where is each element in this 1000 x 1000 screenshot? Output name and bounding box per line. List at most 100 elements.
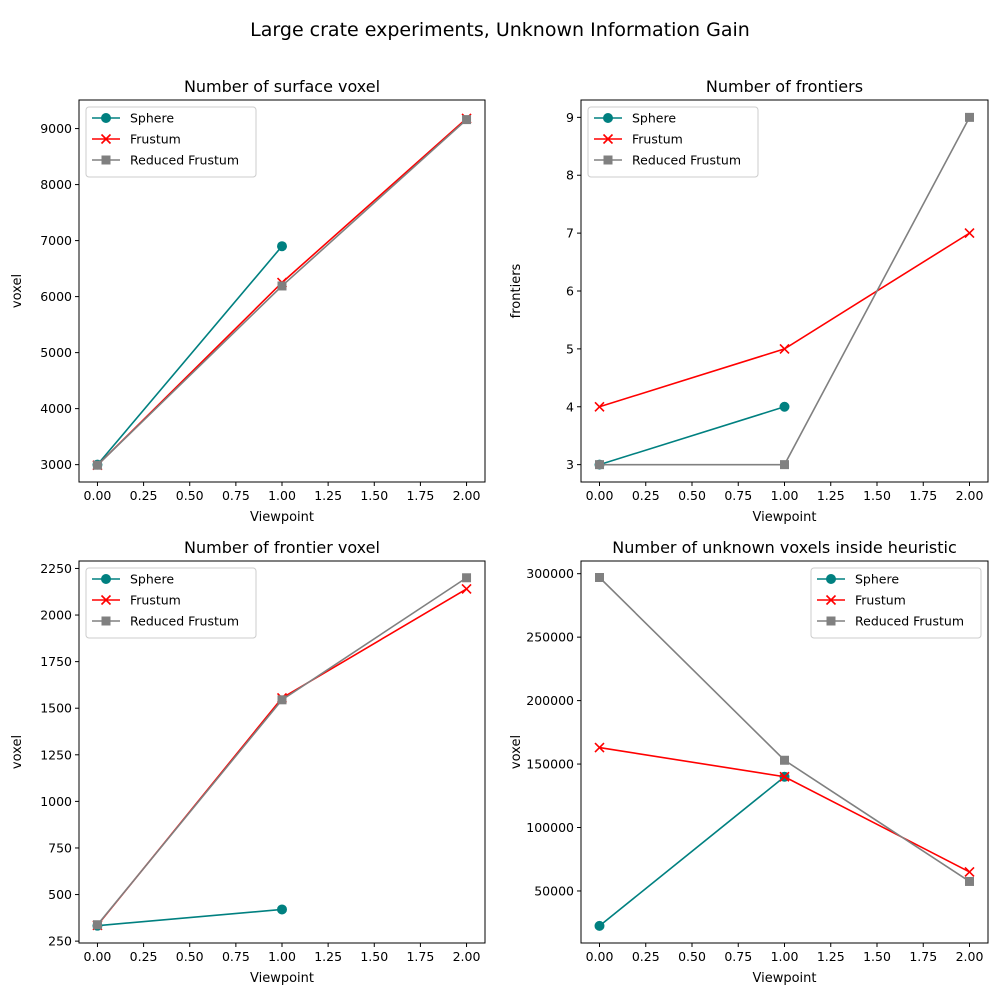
x-tick-label: 0.50	[678, 488, 706, 503]
legend-label-reduced-frustum: Reduced Frustum	[130, 614, 239, 629]
x-tick-label: 2.00	[956, 488, 984, 503]
y-tick-label: 8000	[40, 177, 72, 192]
y-tick-label: 1750	[40, 654, 72, 669]
data-point-frustum	[964, 866, 975, 877]
data-point-frustum	[461, 583, 472, 595]
x-tick-label: 1.50	[863, 488, 891, 503]
x-tick-label: 0.00	[84, 488, 112, 503]
legend-marker-reduced-frustum	[101, 155, 111, 165]
legend-marker-frustum	[825, 594, 837, 606]
x-tick-label: 1.25	[314, 949, 342, 964]
legend-label-frustum: Frustum	[632, 132, 683, 147]
y-tick-label: 1250	[40, 747, 72, 762]
x-tick-label: 1.75	[406, 949, 434, 964]
x-axis-label: Viewpoint	[250, 510, 314, 525]
x-tick-label: 1.00	[268, 488, 296, 503]
legend-label-sphere: Sphere	[855, 572, 899, 587]
subplot-1: Number of surface voxel 0.00 0.25 0.50 0.75 1…	[10, 77, 486, 525]
data-point-reduced-frustum	[965, 876, 974, 886]
legend-marker-reduced-frustum	[603, 155, 613, 165]
x-tick-label: 1.00	[268, 949, 296, 964]
subplot-2: Number of frontiers 0.00 0.25 0.50 0.75 1.00 1…	[509, 77, 989, 525]
data-point-frustum	[964, 228, 975, 239]
y-tick-label: 250	[48, 934, 72, 949]
x-tick-label: 1.00	[771, 488, 799, 503]
x-tick-label: 1.00	[771, 949, 799, 964]
legend-label-reduced-frustum: Reduced Frustum	[130, 153, 239, 168]
data-point-sphere	[277, 241, 287, 252]
series-reduced-frustum	[595, 112, 974, 470]
x-tick-label: 1.50	[360, 949, 388, 964]
y-axis-label: voxel	[509, 735, 524, 769]
legend: Sphere Frustum Reduced Frustum	[587, 106, 759, 178]
data-point-sphere	[277, 904, 287, 915]
legend-label-reduced-frustum: Reduced Frustum	[855, 614, 964, 629]
y-tick-label: 150000	[526, 757, 574, 772]
data-point-reduced-frustum	[462, 573, 472, 583]
subplot-4: Number of unknown voxels inside heuristi…	[509, 538, 989, 986]
x-tick-label: 0.50	[678, 949, 706, 964]
y-tick-label: 5000	[40, 345, 72, 360]
y-tick-label: 1500	[40, 701, 72, 716]
subplot-3: Number of frontier voxel 0.00 0.25 0.50 0.75…	[10, 538, 486, 986]
series-reduced-frustum	[92, 115, 472, 470]
data-point-reduced-frustum	[462, 115, 472, 125]
series-sphere	[92, 904, 287, 931]
legend-label-frustum: Frustum	[855, 593, 906, 608]
legend-label-sphere: Sphere	[130, 111, 174, 126]
series-line-sphere	[598, 776, 786, 927]
x-tick-label: 1.75	[406, 488, 434, 503]
legend-label-sphere: Sphere	[632, 111, 676, 126]
data-point-reduced-frustum	[277, 695, 287, 705]
data-point-reduced-frustum	[277, 281, 287, 291]
series-line-sphere	[599, 405, 785, 466]
legend-box	[85, 567, 257, 639]
data-point-reduced-frustum	[965, 112, 974, 122]
y-tick-label: 9	[566, 110, 574, 125]
y-tick-label: 6000	[40, 289, 72, 304]
y-tick-label: 4	[566, 399, 574, 414]
x-tick-label: 1.25	[817, 488, 845, 503]
data-point-sphere	[594, 920, 605, 931]
data-point-frustum	[594, 401, 605, 412]
data-point-sphere	[779, 401, 790, 412]
data-point-reduced-frustum	[595, 572, 604, 582]
x-tick-label: 0.00	[586, 949, 614, 964]
y-tick-label: 50000	[534, 883, 574, 898]
data-point-frustum	[594, 742, 605, 753]
y-tick-label: 3000	[40, 457, 72, 472]
subplot-title: Number of unknown voxels inside heuristi…	[612, 538, 957, 557]
legend-box	[587, 106, 759, 178]
legend-label-sphere: Sphere	[130, 572, 174, 587]
y-tick-label: 3	[566, 457, 574, 472]
y-tick-label: 250000	[526, 630, 574, 645]
legend-marker-sphere	[826, 574, 836, 584]
x-tick-label: 0.25	[130, 949, 158, 964]
data-point-reduced-frustum	[595, 460, 604, 470]
y-axis-label: frontiers	[509, 263, 524, 318]
legend-marker-sphere	[603, 113, 613, 123]
y-tick-label: 5	[566, 341, 574, 356]
x-axis-label: Viewpoint	[752, 971, 816, 986]
x-tick-label: 0.75	[724, 488, 752, 503]
legend-marker-sphere	[101, 113, 111, 123]
legend-label-reduced-frustum: Reduced Frustum	[632, 153, 741, 168]
x-tick-label: 0.75	[222, 488, 250, 503]
x-tick-label: 0.75	[724, 949, 752, 964]
legend-marker-frustum	[602, 133, 614, 145]
x-tick-label: 0.25	[632, 949, 660, 964]
y-tick-label: 1000	[40, 794, 72, 809]
x-tick-label: 0.75	[222, 949, 250, 964]
legend-marker-frustum	[100, 594, 112, 606]
series-reduced-frustum	[92, 573, 472, 930]
series-line-sphere	[97, 908, 283, 927]
legend-marker-frustum	[100, 133, 112, 145]
y-tick-label: 9000	[40, 121, 72, 136]
y-tick-label: 500	[48, 887, 72, 902]
axes-frame	[78, 99, 486, 483]
x-tick-label: 1.50	[863, 949, 891, 964]
y-tick-label: 7000	[40, 233, 72, 248]
legend-marker-reduced-frustum	[826, 616, 836, 626]
